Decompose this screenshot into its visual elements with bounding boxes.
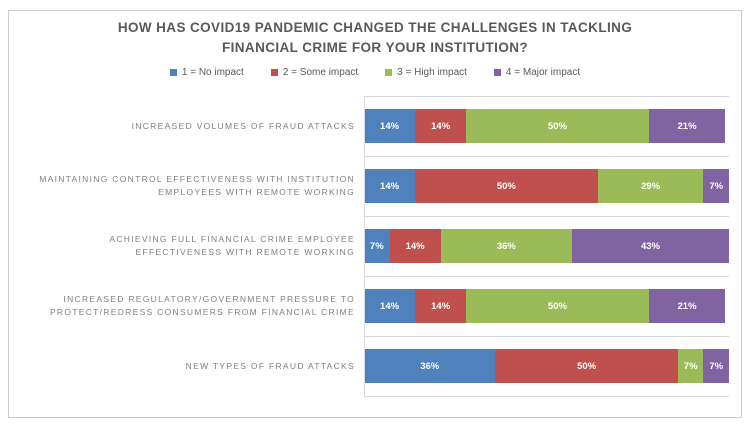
data-label: 29%: [641, 180, 661, 192]
bar-segment-major-impact: 21%: [648, 289, 726, 323]
bar-segment-no-impact: 36%: [364, 349, 496, 383]
bar-segment-high-impact: 36%: [440, 229, 573, 263]
bar-segment-some-impact: 50%: [495, 349, 678, 383]
data-label: 7%: [369, 240, 384, 252]
plot-bottom-gridline: [364, 396, 729, 397]
data-label: 7%: [683, 360, 698, 372]
stacked-bar: 36% 50% 7% 7%: [364, 349, 729, 383]
bar-segment-high-impact: 50%: [466, 109, 649, 143]
data-label: 36%: [496, 240, 516, 252]
bar-track: 14% 50% 29% 7%: [364, 156, 729, 216]
bar-segment-no-impact: 14%: [364, 109, 416, 143]
bar-segment-some-impact: 14%: [389, 229, 441, 263]
stacked-bar-chart: INCREASED VOLUMES OF FRAUD ATTACKS 14% 14%…: [9, 96, 729, 396]
category-label: MAINTAINING CONTROL EFFECTIVENESS WITH I…: [39, 174, 355, 197]
legend-item-4: 4 = Major impact: [493, 67, 581, 78]
bar-segment-some-impact: 50%: [415, 169, 598, 203]
data-label: 14%: [380, 300, 400, 312]
bar-segment-high-impact: 50%: [466, 289, 649, 323]
data-label: 50%: [547, 300, 567, 312]
legend: 1 = No impact 2 = Some impact 3 = High imp…: [9, 67, 741, 78]
data-label: 21%: [677, 300, 697, 312]
category-axis-line: [364, 96, 365, 397]
data-label: 7%: [709, 180, 724, 192]
bar-track: 14% 14% 50% 21%: [364, 96, 729, 156]
bar-segment-high-impact: 29%: [597, 169, 704, 203]
bar-segment-major-impact: 7%: [703, 169, 729, 203]
bar-segment-no-impact: 7%: [364, 229, 390, 263]
data-label: 14%: [380, 120, 400, 132]
legend-item-1: 1 = No impact: [169, 67, 244, 78]
category-label: ACHIEVING FULL FINANCIAL CRIME EMPLOYEE …: [109, 234, 355, 257]
bar-track: 7% 14% 36% 43%: [364, 216, 729, 276]
bar-segment-major-impact: 21%: [648, 109, 726, 143]
data-label: 14%: [380, 180, 400, 192]
chart-title-line-1: HOW HAS COVID19 PANDEMIC CHANGED THE CHA…: [117, 20, 633, 35]
category-label: INCREASED REGULATORY/GOVERNMENT PRESSURE…: [49, 294, 355, 317]
data-label: 14%: [431, 120, 451, 132]
category-label: NEW TYPES OF FRAUD ATTACKS: [185, 360, 355, 371]
bar-segment-some-impact: 14%: [415, 289, 467, 323]
legend-label: 1 = No impact: [181, 67, 244, 78]
bar-track: 14% 14% 50% 21%: [364, 276, 729, 336]
chart-title: HOW HAS COVID19 PANDEMIC CHANGED THE CHA…: [75, 18, 675, 58]
data-label: 50%: [577, 360, 597, 372]
bar-segment-major-impact: 7%: [703, 349, 729, 383]
data-label: 43%: [640, 240, 660, 252]
stacked-bar: 14% 14% 50% 21%: [364, 109, 729, 143]
legend-label: 2 = Some impact: [282, 67, 359, 78]
legend-label: 3 = High impact: [397, 67, 467, 78]
category-label: INCREASED VOLUMES OF FRAUD ATTACKS: [131, 120, 355, 131]
chart-row: INCREASED REGULATORY/GOVERNMENT PRESSURE…: [9, 276, 729, 336]
chart-row: INCREASED VOLUMES OF FRAUD ATTACKS 14% 14%…: [9, 96, 729, 156]
bar-segment-no-impact: 14%: [364, 289, 416, 323]
data-label: 21%: [677, 120, 697, 132]
legend-swatch-icon: [270, 69, 278, 76]
bar-segment-some-impact: 14%: [415, 109, 467, 143]
chart-title-line-2: FINANCIAL CRIME FOR YOUR INSTITUTION?: [221, 40, 529, 55]
chart-row: MAINTAINING CONTROL EFFECTIVENESS WITH I…: [9, 156, 729, 216]
bar-segment-high-impact: 7%: [677, 349, 704, 383]
bar-segment-major-impact: 43%: [572, 229, 729, 263]
legend-label: 4 = Major impact: [505, 67, 581, 78]
legend-item-2: 2 = Some impact: [270, 67, 359, 78]
data-label: 50%: [547, 120, 567, 132]
chart-figure: HOW HAS COVID19 PANDEMIC CHANGED THE CHA…: [8, 10, 742, 418]
legend-swatch-icon: [493, 69, 501, 76]
legend-swatch-icon: [169, 69, 177, 76]
bar-track: 36% 50% 7% 7%: [364, 336, 729, 396]
data-label: 14%: [431, 300, 451, 312]
bar-segment-no-impact: 14%: [364, 169, 416, 203]
data-label: 14%: [405, 240, 425, 252]
stacked-bar: 7% 14% 36% 43%: [364, 229, 729, 263]
chart-row: NEW TYPES OF FRAUD ATTACKS 36% 50% 7% 7%: [9, 336, 729, 396]
data-label: 36%: [420, 360, 440, 372]
data-label: 7%: [709, 360, 724, 372]
chart-row: ACHIEVING FULL FINANCIAL CRIME EMPLOYEE …: [9, 216, 729, 276]
legend-swatch-icon: [385, 69, 393, 76]
legend-item-3: 3 = High impact: [385, 67, 467, 78]
stacked-bar: 14% 14% 50% 21%: [364, 289, 729, 323]
stacked-bar: 14% 50% 29% 7%: [364, 169, 729, 203]
data-label: 50%: [496, 180, 516, 192]
